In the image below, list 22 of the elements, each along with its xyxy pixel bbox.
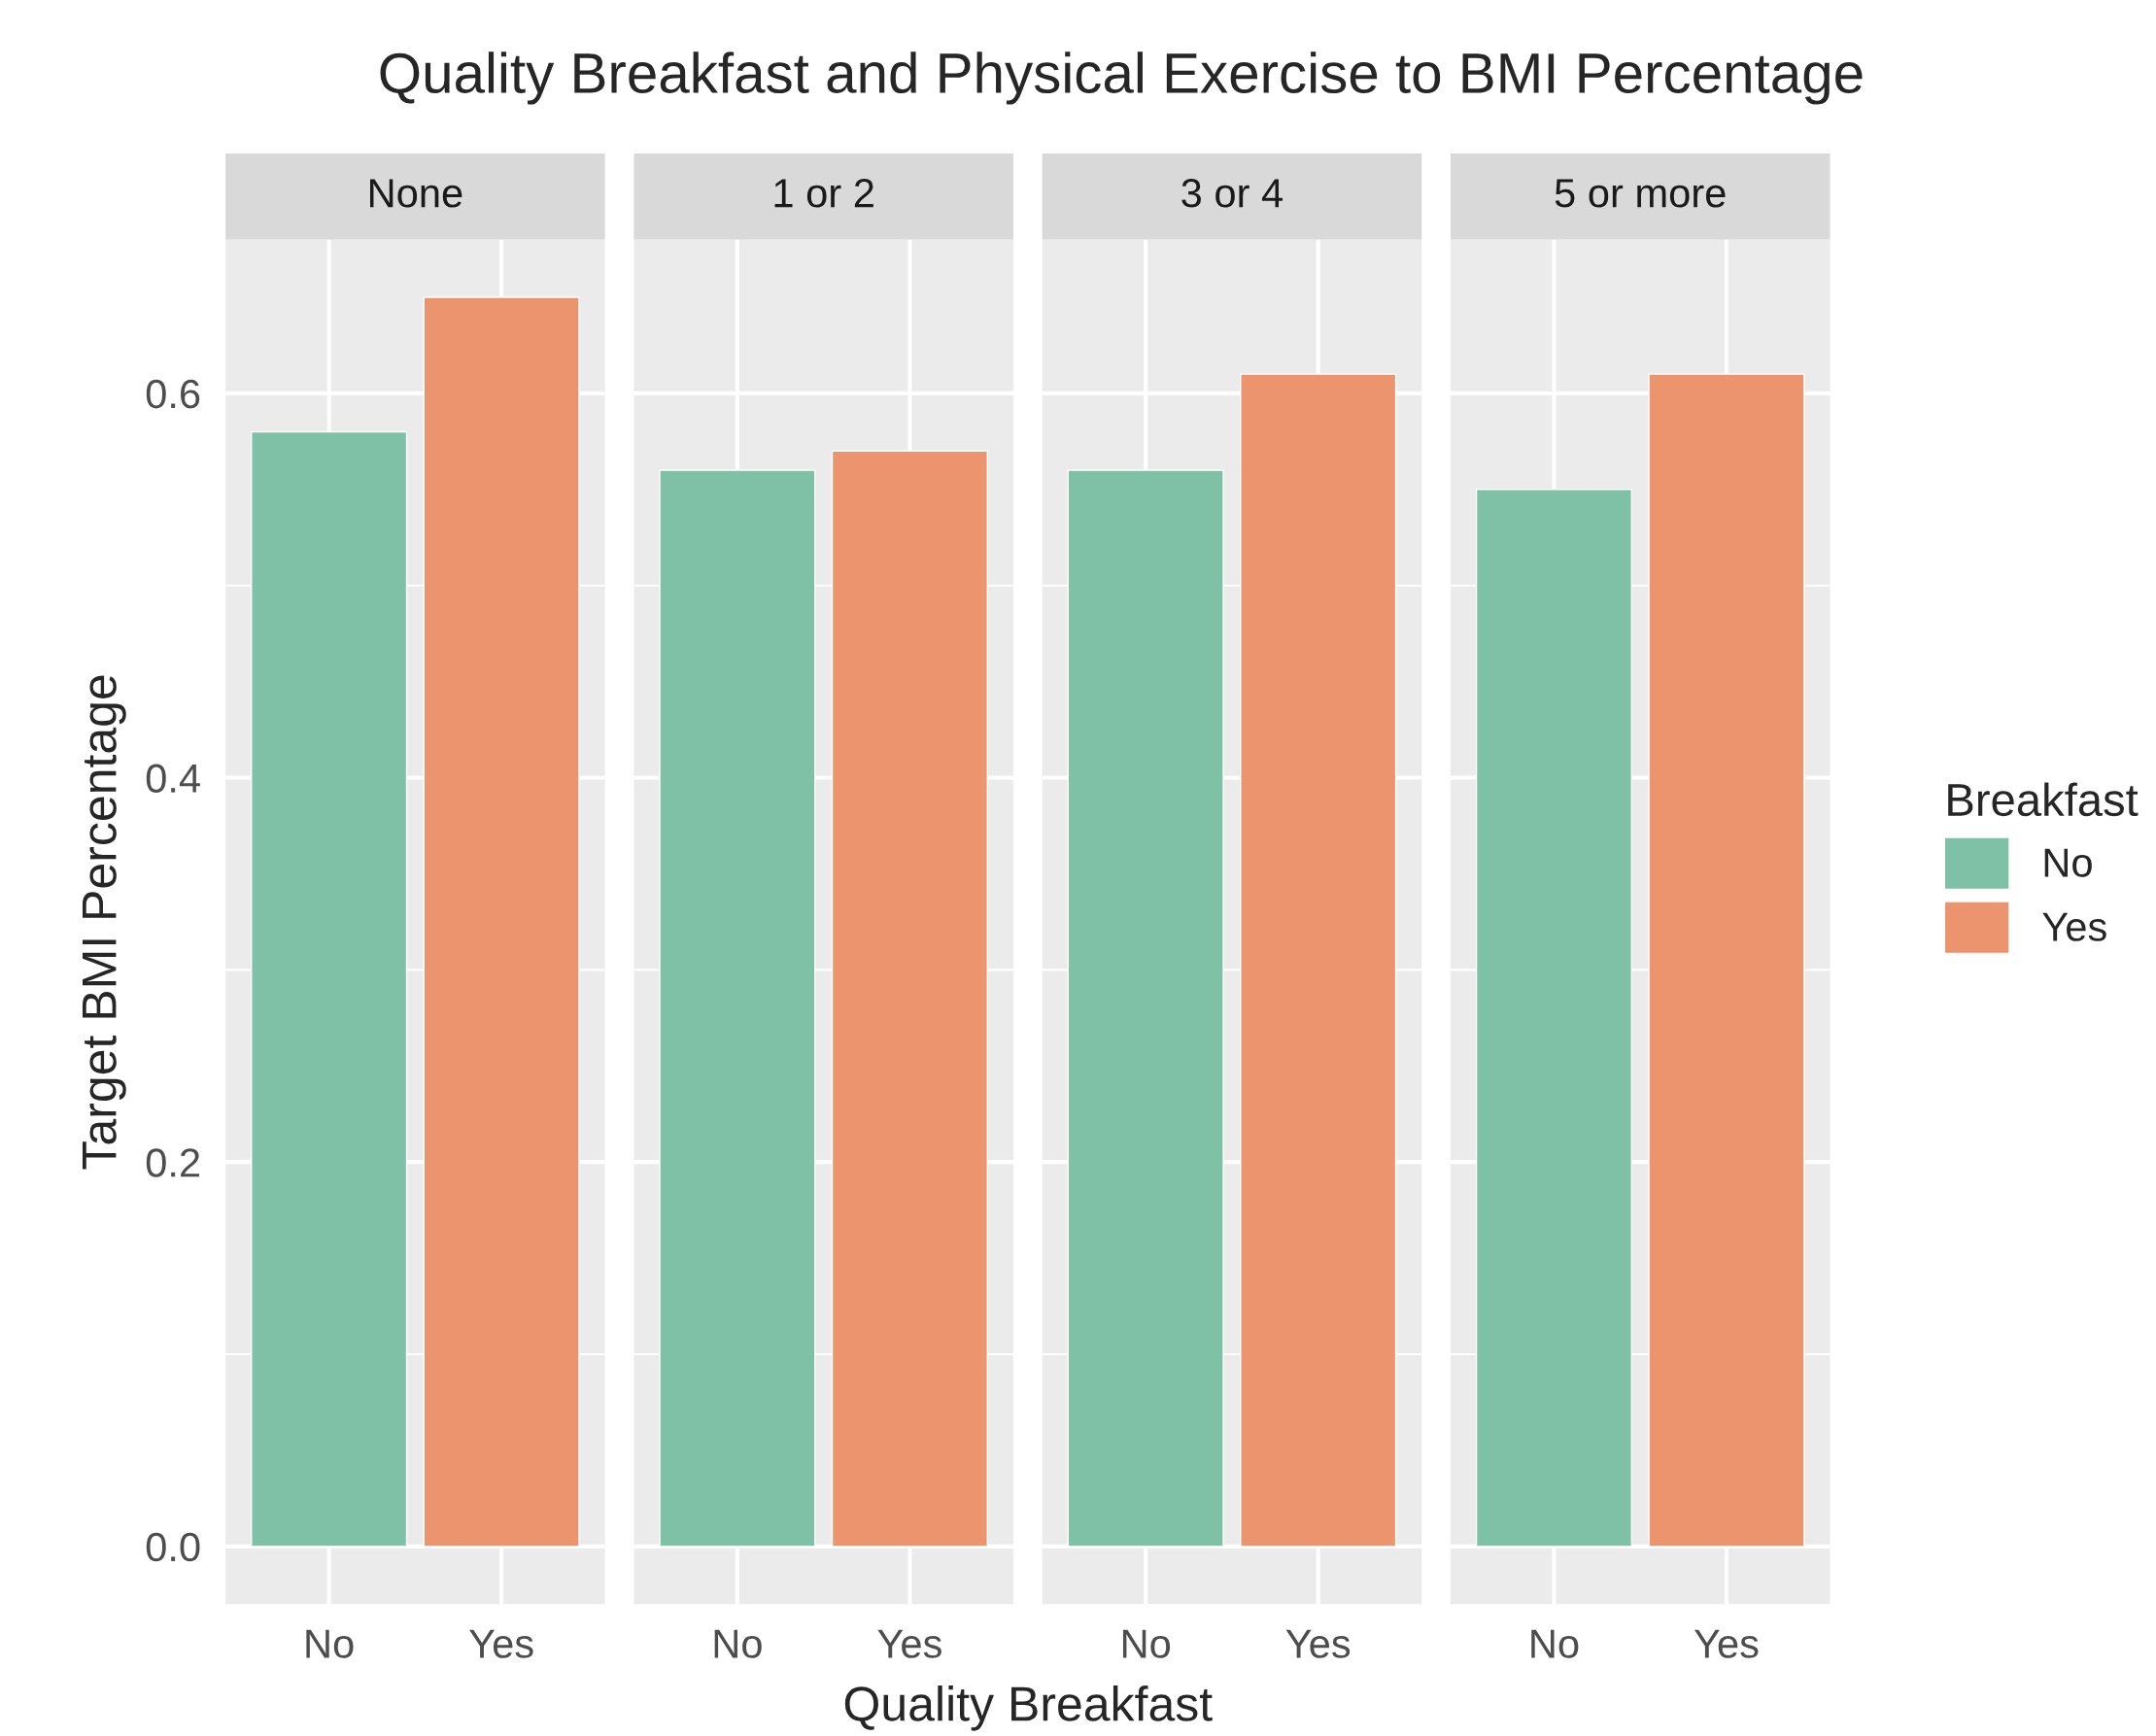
y-tick-label: 0.0 (146, 1532, 200, 1562)
chart-title: 3 or 4 (1181, 179, 1283, 208)
chart-title: 1 or 2 (774, 179, 873, 208)
legend-label: Yes (2042, 912, 2106, 941)
x-tick-label: Yes (1285, 1629, 1351, 1658)
text: Quality Breakfast and Physical Exercise to BMI Percentage (380, 51, 1863, 105)
chart-title: 5 or more (1555, 179, 1726, 208)
y-tick-label: 0.4 (146, 764, 200, 794)
legend-title: Breakfast (1948, 782, 2139, 817)
x-axis-title: Quality Breakfast (844, 1685, 1213, 1731)
x-tick-label: No (1531, 1629, 1579, 1658)
x-tick-label: No (306, 1629, 354, 1658)
x-tick-label: No (714, 1629, 762, 1658)
y-axis-title: Target BMI Percentage (82, 675, 126, 1170)
legend-label: No (2044, 848, 2092, 877)
x-tick-label: Yes (877, 1629, 941, 1658)
x-tick-label: No (1122, 1629, 1171, 1658)
x-tick-label: Yes (1694, 1629, 1759, 1658)
chart-title: None (370, 179, 462, 208)
y-tick-label: 0.2 (146, 1148, 200, 1177)
x-tick-label: Yes (469, 1629, 533, 1658)
y-tick-label: 0.6 (146, 379, 200, 409)
